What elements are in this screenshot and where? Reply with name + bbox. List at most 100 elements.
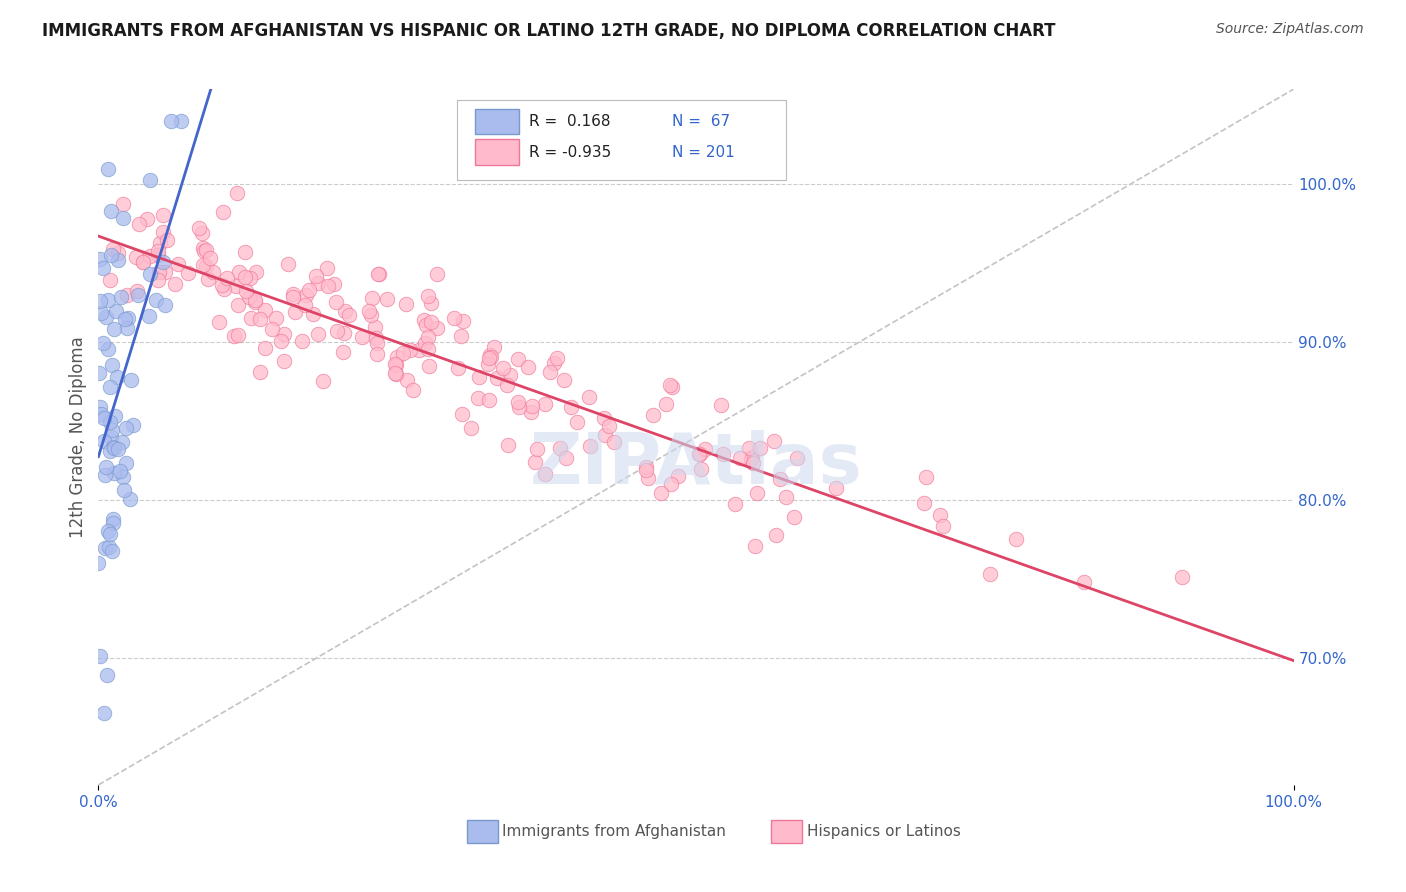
Point xyxy=(136,212,159,227)
Point xyxy=(786,450,808,465)
Point xyxy=(416,342,439,356)
Point xyxy=(132,255,155,269)
Point xyxy=(114,421,136,435)
Text: Source: ZipAtlas.com: Source: ZipAtlas.com xyxy=(1216,22,1364,37)
Point xyxy=(139,172,162,186)
Point xyxy=(101,441,124,455)
Point xyxy=(101,242,124,256)
Point xyxy=(245,265,267,279)
Point xyxy=(228,265,250,279)
Point xyxy=(148,265,170,279)
Point xyxy=(212,204,235,219)
Point xyxy=(156,233,179,247)
Point xyxy=(578,390,600,404)
Point xyxy=(270,334,292,348)
Point xyxy=(96,459,118,474)
Point xyxy=(284,305,307,319)
Point xyxy=(197,271,219,285)
Point xyxy=(96,668,118,682)
Point xyxy=(659,377,682,392)
Point xyxy=(689,447,711,461)
Point xyxy=(132,255,155,269)
Point xyxy=(467,370,489,384)
Point xyxy=(506,395,529,409)
Point xyxy=(593,428,616,442)
Point xyxy=(264,311,287,326)
Point xyxy=(307,277,329,291)
Point xyxy=(87,557,110,571)
Point xyxy=(225,186,247,200)
Point xyxy=(112,483,135,498)
Point xyxy=(254,303,277,318)
Point xyxy=(125,250,148,264)
Point xyxy=(103,516,125,530)
Point xyxy=(155,298,177,312)
Point xyxy=(89,294,111,309)
Point xyxy=(108,464,131,478)
Point xyxy=(107,253,129,268)
Point xyxy=(533,397,555,411)
Point xyxy=(415,318,437,332)
Point xyxy=(326,325,349,339)
Point xyxy=(93,434,115,449)
Point xyxy=(479,351,502,365)
Point xyxy=(146,273,169,287)
Text: R =  0.168: R = 0.168 xyxy=(529,114,610,129)
Text: N =  67: N = 67 xyxy=(672,114,730,129)
Point xyxy=(689,462,711,476)
Point xyxy=(749,441,772,455)
Point xyxy=(333,304,356,318)
FancyBboxPatch shape xyxy=(475,109,519,135)
Point xyxy=(212,282,235,296)
Point xyxy=(97,540,120,554)
FancyBboxPatch shape xyxy=(475,139,519,165)
Point xyxy=(277,256,299,270)
Point xyxy=(387,351,409,365)
Point xyxy=(260,322,283,336)
Point xyxy=(98,379,121,393)
Point xyxy=(117,288,139,302)
Point xyxy=(112,197,135,211)
FancyBboxPatch shape xyxy=(467,820,498,844)
Point xyxy=(824,481,846,495)
Point xyxy=(366,331,388,345)
Point xyxy=(377,293,399,307)
Point xyxy=(243,294,266,309)
Point xyxy=(553,373,575,387)
Point xyxy=(747,485,769,500)
Point xyxy=(139,249,162,263)
Point xyxy=(98,526,121,541)
Point xyxy=(118,491,141,506)
Point xyxy=(419,315,441,329)
Point xyxy=(100,203,122,218)
Point xyxy=(128,217,150,231)
Point xyxy=(193,244,215,258)
Point xyxy=(93,706,115,720)
Point xyxy=(693,442,716,457)
Point xyxy=(602,434,624,449)
Point xyxy=(360,308,382,322)
Point xyxy=(416,289,439,303)
Point xyxy=(97,343,120,357)
Point xyxy=(399,343,422,357)
Point xyxy=(318,279,340,293)
Point xyxy=(110,290,132,304)
Point xyxy=(741,450,763,464)
Point xyxy=(200,251,222,265)
Point xyxy=(312,374,335,388)
Point xyxy=(295,287,318,301)
Point xyxy=(111,470,134,484)
Point xyxy=(97,293,120,307)
Point xyxy=(91,335,114,350)
Point xyxy=(191,241,214,255)
Point xyxy=(496,438,519,452)
Point xyxy=(217,270,239,285)
Point xyxy=(453,314,475,328)
Point xyxy=(169,113,191,128)
Point xyxy=(775,490,797,504)
Point xyxy=(396,373,419,387)
Point xyxy=(385,358,408,372)
Point xyxy=(548,442,571,456)
Point xyxy=(655,397,678,411)
Point xyxy=(93,411,115,425)
